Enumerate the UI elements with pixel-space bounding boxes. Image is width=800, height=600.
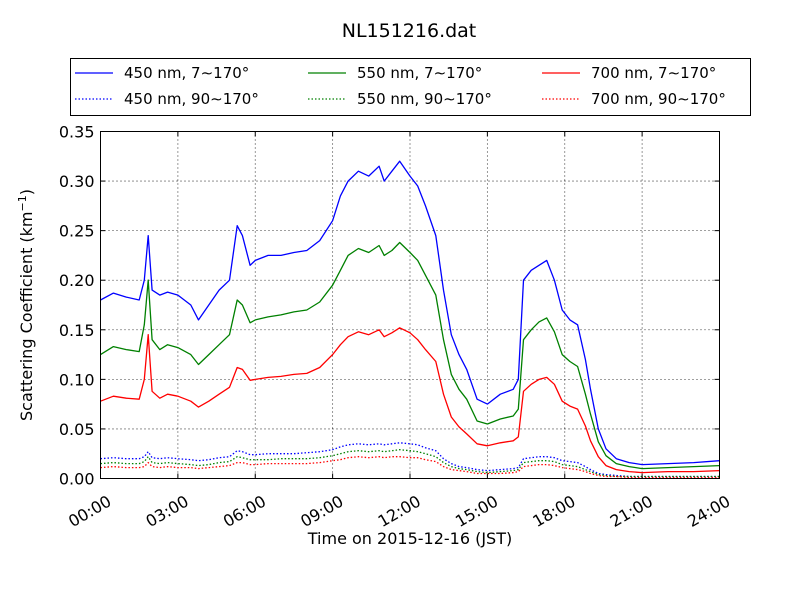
y-axis-label-sup: −1: [16, 195, 29, 211]
x-tick-label: 24:00: [684, 492, 733, 532]
y-tick-label: 0.00: [59, 470, 95, 489]
x-tick-label: 00:00: [65, 492, 114, 532]
y-axis-label: Scattering Coefficient (km−1): [16, 189, 37, 421]
legend: 450 nm, 7∼170° 550 nm, 7∼170° 700 nm, 7∼17…: [70, 58, 751, 116]
y-tick-label: 0.15: [59, 321, 95, 340]
series-layer: [100, 160, 720, 479]
grid: [100, 131, 720, 479]
x-tick-label: 12:00: [375, 492, 424, 532]
y-tick-label: 0.05: [59, 420, 95, 439]
y-tick-label: 0.30: [59, 172, 95, 191]
x-tick-label: 21:00: [607, 492, 656, 532]
series-line-1: [100, 160, 720, 466]
legend-label-2: 550 nm, 7∼170°: [357, 64, 482, 82]
ticks: 00:00 03:00 06:00 09:00 12:00 15:00 18:00 21:00…: [59, 123, 734, 532]
legend-label-3: 700 nm, 7∼170°: [591, 64, 716, 82]
legend-label-4: 450 nm, 90∼170°: [124, 90, 259, 108]
x-tick-label: 03:00: [142, 492, 191, 532]
series-line-2: [100, 241, 720, 470]
x-tick-label: 09:00: [297, 492, 346, 532]
legend-label-6: 700 nm, 90∼170°: [591, 90, 726, 108]
series-line-3: [100, 327, 720, 474]
series-line-5: [100, 449, 720, 478]
x-tick-label: 15:00: [452, 492, 501, 532]
x-tick-label: 18:00: [529, 492, 578, 532]
y-tick-label: 0.25: [59, 222, 95, 241]
x-tick-label: 06:00: [220, 492, 269, 532]
y-tick-label: 0.35: [59, 123, 95, 142]
y-tick-label: 0.10: [59, 370, 95, 389]
y-axis-label-tail: ): [17, 189, 36, 195]
y-tick-label: 0.20: [59, 271, 95, 290]
legend-label-5: 550 nm, 90∼170°: [357, 90, 492, 108]
chart-title: NL151216.dat: [342, 20, 477, 42]
y-axis-label-main: Scattering Coefficient (km: [17, 211, 36, 421]
legend-frame: [70, 58, 751, 116]
series-line-6: [100, 456, 720, 479]
legend-label-1: 450 nm, 7∼170°: [124, 64, 249, 82]
x-axis-label: Time on 2015-12-16 (JST): [307, 529, 512, 548]
